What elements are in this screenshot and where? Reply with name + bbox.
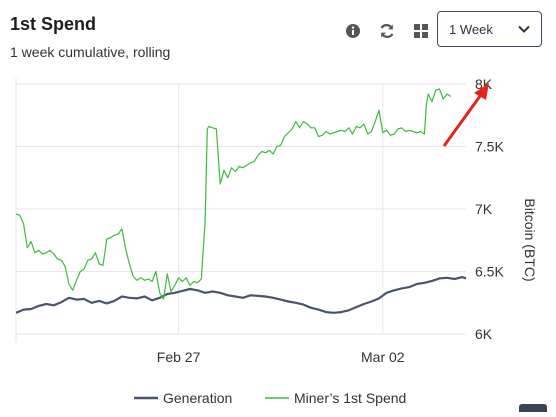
y-tick-label: 8K [475, 76, 493, 92]
annotation-arrow-head [474, 83, 489, 100]
y-tick-label: 7K [475, 201, 493, 217]
legend-label-generation[interactable]: Generation [163, 390, 232, 406]
legend: Generation Miner’s 1st Spend [134, 390, 406, 406]
series-line-miners-first-spend[interactable] [15, 88, 452, 300]
y-tick-label: 6K [475, 326, 493, 342]
range-select-value: 1 Week [449, 22, 493, 37]
y-tick-label: 6.5K [475, 264, 504, 280]
axis-layer: 6K 6.5K 7K 7.5K 8K Feb 27 Mar 02 [157, 76, 505, 365]
legend-label-miners-first-spend[interactable]: Miner’s 1st Spend [294, 390, 406, 406]
grid-icon[interactable] [412, 22, 430, 40]
annotation-arrow-shaft [442, 91, 485, 147]
annotation-arrow [442, 83, 489, 147]
chart-header: 1st Spend 1 week cumulative, rolling 1 W… [0, 0, 556, 72]
refresh-icon[interactable] [378, 22, 396, 40]
range-select[interactable]: 1 Week [437, 11, 542, 47]
corner-tab[interactable] [519, 404, 547, 412]
y-axis-label: Bitcoin (BTC) [522, 198, 538, 281]
chart-area: 6K 6.5K 7K 7.5K 8K Feb 27 Mar 02 Bitcoin (BTC)… [0, 72, 556, 412]
x-tick-label: Mar 02 [361, 349, 405, 365]
chart-subtitle: 1 week cumulative, rolling [10, 44, 171, 60]
chart-svg: 6K 6.5K 7K 7.5K 8K Feb 27 Mar 02 Bitcoin (BTC)… [15, 76, 538, 406]
x-tick-label: Feb 27 [157, 349, 201, 365]
grid-layer [15, 78, 466, 342]
chevron-down-icon [518, 25, 530, 33]
info-icon[interactable] [344, 22, 362, 40]
chart-title: 1st Spend [10, 14, 97, 34]
series-line-generation[interactable] [15, 276, 467, 314]
series-layer [15, 88, 467, 314]
y-tick-label: 7.5K [475, 139, 504, 155]
